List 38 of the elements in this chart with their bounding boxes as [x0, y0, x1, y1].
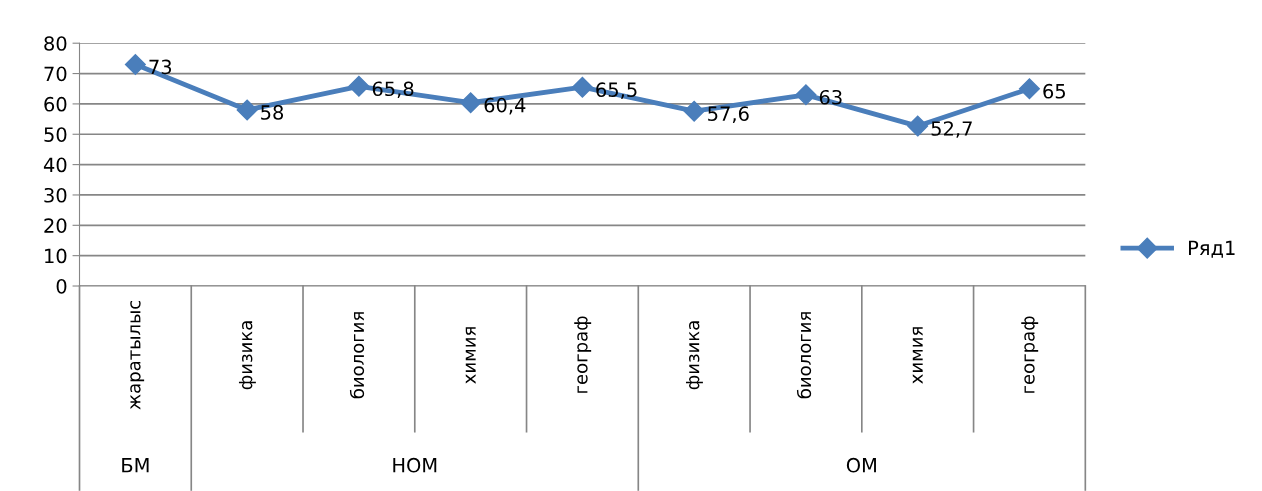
data-label: 60,4 — [484, 97, 526, 115]
y-tick-label: 20 — [44, 218, 67, 233]
x-tick-label: биология — [349, 312, 365, 399]
y-tick-label: 80 — [44, 36, 67, 51]
data-label: 57,6 — [708, 106, 749, 123]
text: БМ — [122, 458, 149, 473]
x-tick-label: химия — [465, 327, 476, 384]
point — [907, 115, 929, 137]
y-tick-label: 10 — [45, 248, 67, 264]
y-tick-label: 0 — [56, 278, 67, 294]
y-tick-label: 40 — [43, 157, 67, 173]
point — [348, 75, 370, 97]
data-label: 58 — [261, 105, 284, 120]
y-tick-label: 70 — [44, 66, 67, 82]
point — [124, 53, 146, 75]
data-label: 65 — [1043, 83, 1065, 99]
x-tick-label: физика — [238, 321, 256, 390]
x-tick-label: географ — [1021, 316, 1039, 393]
y-tick-label: 30 — [44, 187, 67, 203]
x-tick-label: биология — [796, 312, 812, 399]
x-tick-label: физика — [685, 321, 703, 390]
point — [683, 100, 705, 122]
data-label: 73 — [149, 59, 172, 75]
data-label: 65,8 — [372, 81, 414, 99]
x-tick-label: жаратылыс — [130, 300, 145, 410]
y-tick-label: 50 — [44, 127, 67, 142]
text: ОМ — [846, 457, 876, 473]
point — [571, 76, 593, 98]
point — [1018, 78, 1040, 100]
text: НОМ — [393, 457, 437, 473]
data-label: 52,7 — [931, 121, 972, 138]
y-tick-label: 60 — [44, 96, 67, 112]
point — [795, 84, 817, 106]
point — [236, 99, 258, 121]
x-tick-label: географ — [574, 316, 592, 393]
legend-label: Ряд1 — [1189, 240, 1235, 258]
point — [460, 92, 482, 114]
x-tick-label: химия — [912, 327, 923, 384]
